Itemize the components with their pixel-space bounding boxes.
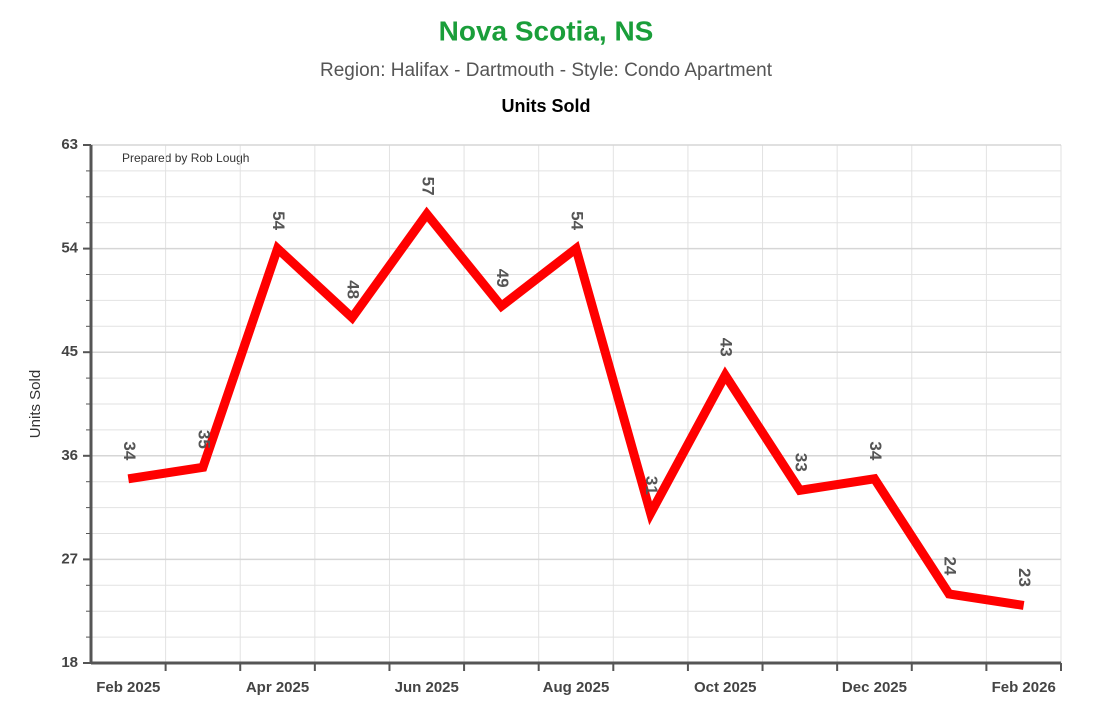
x-tick-label: Jun 2025 <box>395 679 459 696</box>
x-tick-label: Apr 2025 <box>246 679 309 696</box>
y-tick-label: 27 <box>61 550 78 567</box>
y-axis-label: Units Sold <box>27 370 44 438</box>
chart-title: Nova Scotia, NS <box>439 15 654 46</box>
data-label: 34 <box>866 441 885 460</box>
x-tick-label: Oct 2025 <box>694 679 757 696</box>
annotation: Prepared by Rob Lough <box>122 151 249 165</box>
y-tick-label: 45 <box>61 343 78 360</box>
x-tick-label: Dec 2025 <box>842 679 907 696</box>
y-tick-label: 36 <box>61 447 78 464</box>
data-label: 33 <box>791 453 810 472</box>
data-label: 34 <box>120 441 139 460</box>
x-tick-label: Aug 2025 <box>543 679 610 696</box>
data-label: 57 <box>418 177 437 196</box>
y-tick-label: 54 <box>61 240 78 257</box>
series-line <box>127 206 1025 610</box>
data-label: 54 <box>269 211 288 230</box>
y-tick-label: 18 <box>61 654 78 671</box>
data-label: 23 <box>1015 568 1034 587</box>
chart-label: Units Sold <box>502 96 591 116</box>
y-tick-label: 63 <box>61 136 78 153</box>
grid <box>86 145 1062 663</box>
data-label: 54 <box>568 211 587 230</box>
data-label: 31 <box>642 476 661 495</box>
data-label: 35 <box>194 430 213 449</box>
chart-subtitle: Region: Halifax - Dartmouth - Style: Con… <box>320 60 773 81</box>
data-label: 49 <box>493 269 512 288</box>
x-tick-label: Feb 2026 <box>992 679 1056 696</box>
x-tick-label: Feb 2025 <box>96 679 160 696</box>
data-label: 43 <box>717 338 736 357</box>
data-label: 24 <box>941 556 960 575</box>
data-label: 48 <box>344 280 363 299</box>
